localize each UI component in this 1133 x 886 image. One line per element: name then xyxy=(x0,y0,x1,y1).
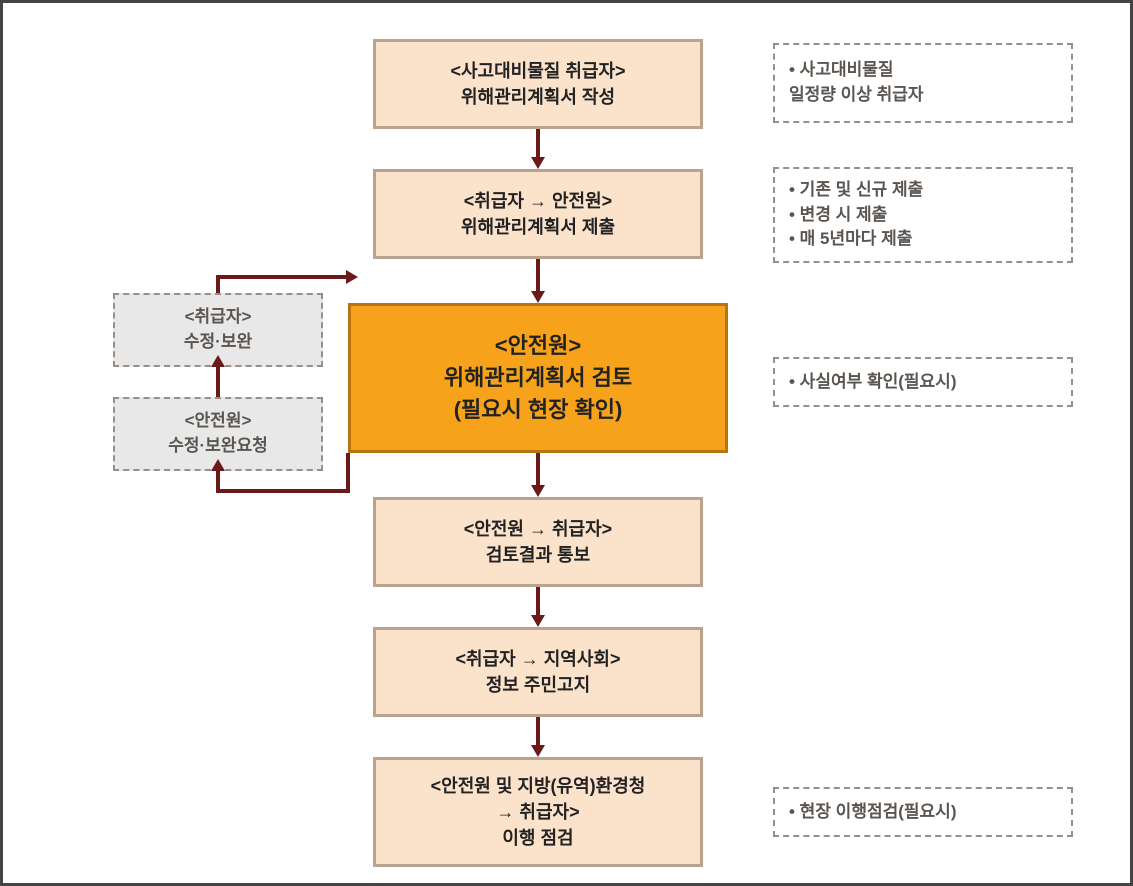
node-header: <취급자> xyxy=(185,305,252,330)
edge-n5-n6 xyxy=(536,717,540,745)
node-public-notice: <취급자 → 지역사회> 정보 주민고지 xyxy=(373,627,703,717)
node-body: 위해관리계획서 제출 xyxy=(461,214,615,240)
arrow-revise-return xyxy=(346,270,358,284)
edge-review-to-request-v2 xyxy=(346,453,350,493)
node-body-line2: 이행 점검 xyxy=(502,825,573,851)
note-line: • 사실여부 확인(필요시) xyxy=(789,370,1063,395)
edge-request-to-revise xyxy=(216,367,220,397)
node-body: 위해관리계획서 작성 xyxy=(461,84,615,110)
node-notify-result: <안전원 → 취급자> 검토결과 통보 xyxy=(373,497,703,587)
arrow-n2-n3 xyxy=(531,291,545,303)
arrow-n3-n4 xyxy=(531,485,545,497)
node-header: <사고대비물질 취급자> xyxy=(450,58,625,84)
note-line: • 사고대비물질 xyxy=(789,58,1063,83)
arrow-n5-n6 xyxy=(531,745,545,757)
node-header: <안전원 및 지방(유역)환경청 xyxy=(431,773,646,799)
node-body: 검토결과 통보 xyxy=(486,542,590,568)
note-eligibility: • 사고대비물질 일정량 이상 취급자 xyxy=(773,43,1073,123)
node-header: <안전원> xyxy=(495,330,581,362)
node-prepare-plan: <사고대비물질 취급자> 위해관리계획서 작성 xyxy=(373,39,703,129)
node-body: 정보 주민고지 xyxy=(486,672,590,698)
flowchart-frame: <사고대비물질 취급자> 위해관리계획서 작성 <취급자 → 안전원> 위해관리… xyxy=(0,0,1133,886)
node-review-plan: <안전원> 위해관리계획서 검토 (필요시 현장 확인) xyxy=(348,303,728,453)
note-line: • 기존 및 신규 제출 xyxy=(789,178,1063,203)
edge-revise-return-h xyxy=(216,275,348,279)
arrow-n1-n2 xyxy=(531,157,545,169)
node-body-line2: (필요시 현장 확인) xyxy=(454,394,623,426)
arrow-review-to-request xyxy=(211,459,225,471)
note-onsite-check: • 현장 이행점검(필요시) xyxy=(773,787,1073,837)
node-submit-plan: <취급자 → 안전원> 위해관리계획서 제출 xyxy=(373,169,703,259)
arrow-n4-n5 xyxy=(531,615,545,627)
node-body-line1: 위해관리계획서 검토 xyxy=(444,362,632,394)
node-body: 수정·보완요청 xyxy=(168,434,268,459)
note-submission-rules: • 기존 및 신규 제출 • 변경 시 제출 • 매 5년마다 제출 xyxy=(773,167,1073,263)
edge-n1-n2 xyxy=(536,129,540,157)
node-header: <취급자 → 안전원> xyxy=(464,188,612,214)
note-line: • 변경 시 제출 xyxy=(789,203,1063,228)
node-body-line1: → 취급자> xyxy=(496,799,579,825)
edge-review-to-request-h xyxy=(218,489,348,493)
note-line: • 매 5년마다 제출 xyxy=(789,227,1063,252)
edge-n2-n3 xyxy=(536,259,540,291)
node-body: 수정·보완 xyxy=(184,330,252,355)
node-header: <안전원> xyxy=(185,409,252,434)
node-compliance-check: <안전원 및 지방(유역)환경청 → 취급자> 이행 점검 xyxy=(373,757,703,867)
edge-review-to-request-v xyxy=(216,471,220,493)
arrow-request-to-revise xyxy=(211,355,225,367)
edge-n4-n5 xyxy=(536,587,540,615)
node-header: <안전원 → 취급자> xyxy=(464,516,612,542)
note-verify: • 사실여부 확인(필요시) xyxy=(773,357,1073,407)
edge-n3-n4 xyxy=(536,453,540,485)
note-line: • 현장 이행점검(필요시) xyxy=(789,800,1063,825)
node-header: <취급자 → 지역사회> xyxy=(456,646,621,672)
note-line: 일정량 이상 취급자 xyxy=(789,83,1063,108)
